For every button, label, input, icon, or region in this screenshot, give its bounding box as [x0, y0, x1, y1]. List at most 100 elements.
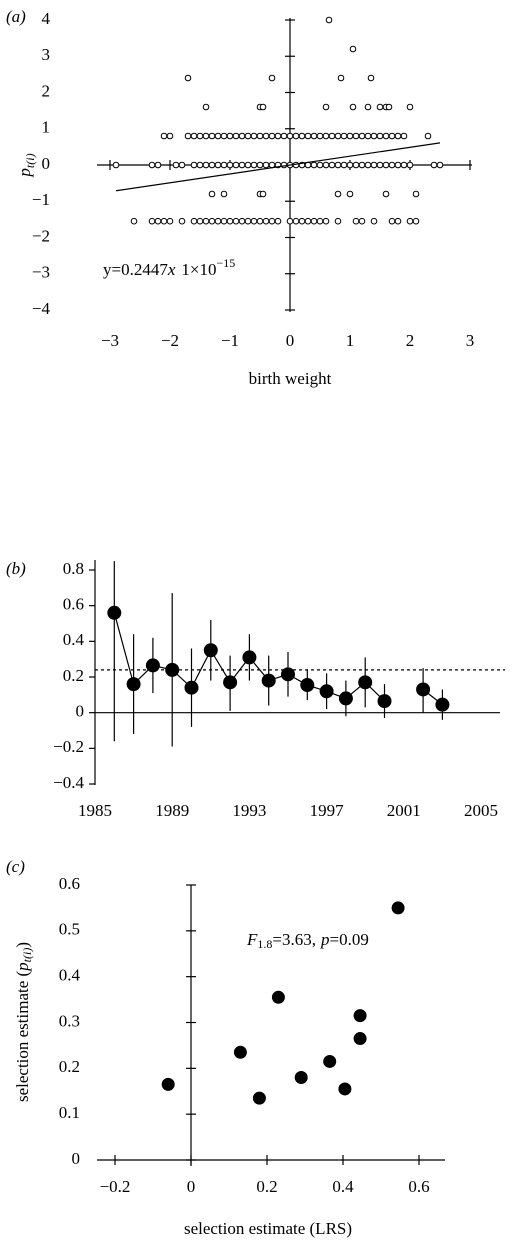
- point: [304, 132, 312, 140]
- panel-label: (b): [6, 559, 26, 578]
- annotation: F1.8=3.63, p=0.09: [246, 930, 369, 951]
- point: [436, 161, 444, 169]
- point: [300, 678, 315, 693]
- point: [184, 132, 192, 140]
- point: [256, 217, 264, 225]
- point: [274, 132, 282, 140]
- annotation-p-value: =0.09: [329, 930, 368, 949]
- panel-label: (c): [6, 857, 25, 876]
- point: [349, 45, 357, 53]
- annotation-df: 1.8: [257, 937, 272, 951]
- y-tick-label: −0.2: [53, 737, 84, 756]
- point: [233, 1045, 247, 1059]
- point: [238, 161, 246, 169]
- point: [280, 161, 288, 169]
- point: [190, 132, 198, 140]
- point: [160, 132, 168, 140]
- point: [148, 161, 156, 169]
- point: [262, 161, 270, 169]
- point: [126, 677, 141, 692]
- point: [226, 132, 234, 140]
- point: [322, 161, 330, 169]
- point: [376, 161, 384, 169]
- point: [352, 217, 360, 225]
- point: [268, 217, 276, 225]
- point: [316, 161, 324, 169]
- point: [203, 643, 218, 658]
- point: [435, 697, 450, 712]
- point: [178, 217, 186, 225]
- point: [382, 190, 390, 198]
- point: [391, 901, 405, 915]
- point: [226, 161, 234, 169]
- point: [322, 217, 330, 225]
- point: [370, 132, 378, 140]
- point: [220, 217, 228, 225]
- point: [358, 161, 366, 169]
- point: [388, 217, 396, 225]
- point: [358, 132, 366, 140]
- point: [238, 132, 246, 140]
- point: [274, 217, 282, 225]
- y-tick-label: 0.6: [59, 874, 80, 893]
- y-label-symbol: p: [15, 168, 34, 178]
- point: [259, 103, 267, 111]
- series-line: [113, 612, 443, 706]
- point: [377, 694, 392, 709]
- y-tick-label: −3: [32, 263, 50, 282]
- point: [400, 161, 408, 169]
- point: [323, 1054, 337, 1068]
- annotation-text: y=0.2447: [103, 260, 168, 279]
- point: [388, 161, 396, 169]
- point: [223, 675, 238, 690]
- point: [196, 132, 204, 140]
- point: [352, 161, 360, 169]
- point: [334, 161, 342, 169]
- x-tick-label: 3: [466, 331, 475, 350]
- point: [190, 161, 198, 169]
- point: [208, 190, 216, 198]
- y-axis-label: pt(i): [15, 153, 37, 177]
- point: [244, 132, 252, 140]
- point: [334, 132, 342, 140]
- point: [416, 682, 431, 697]
- point: [424, 132, 432, 140]
- annotation: y=0.2447x 1×10−15: [103, 256, 235, 279]
- point: [256, 132, 264, 140]
- y-tick-label: −4: [32, 299, 51, 318]
- point: [196, 161, 204, 169]
- point: [250, 161, 258, 169]
- point: [250, 217, 258, 225]
- x-tick-label: 0: [286, 331, 295, 350]
- point: [178, 161, 186, 169]
- point: [358, 217, 366, 225]
- y-tick-label: 0.4: [63, 630, 85, 649]
- point: [406, 161, 414, 169]
- y-tick-label: 0.2: [59, 1057, 80, 1076]
- point: [281, 667, 295, 682]
- point: [244, 161, 252, 169]
- y-tick-label: 0: [42, 154, 51, 173]
- x-tick-label: −0.2: [100, 1177, 131, 1196]
- x-tick-label: 0.2: [256, 1177, 277, 1196]
- y-tick-label: 0: [72, 1149, 81, 1168]
- point: [148, 217, 156, 225]
- point: [337, 74, 345, 82]
- point: [349, 103, 357, 111]
- y-label-text: selection estimate (: [13, 970, 32, 1102]
- annotation-stat-value: =3.63,: [272, 930, 316, 949]
- point: [412, 190, 420, 198]
- y-tick-label: 0.1: [59, 1103, 80, 1122]
- point: [385, 103, 393, 111]
- x-tick-label: 1997: [310, 801, 345, 820]
- y-tick-label: 2: [42, 81, 51, 100]
- point: [261, 673, 276, 688]
- point: [310, 161, 318, 169]
- point: [325, 16, 333, 24]
- x-tick-label: −1: [221, 331, 239, 350]
- point: [214, 217, 222, 225]
- point: [376, 103, 384, 111]
- point: [202, 161, 210, 169]
- point: [298, 132, 306, 140]
- point: [367, 74, 375, 82]
